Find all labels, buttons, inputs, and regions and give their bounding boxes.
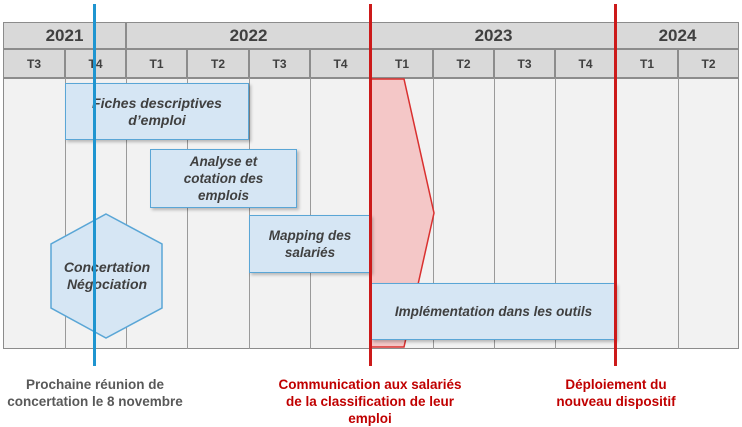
milestone-line-reunion: [93, 4, 96, 366]
caption-communication-text: Communication aux salariés de la classif…: [278, 377, 462, 426]
grid-line: [310, 78, 311, 349]
quarter-cell: T1: [126, 49, 187, 78]
quarter-cell: T2: [433, 49, 494, 78]
task-implementation: Implémentation dans les outils: [371, 283, 616, 340]
grid-line: [65, 78, 66, 349]
quarter-cell: T1: [371, 49, 433, 78]
task-fiches-label: Fiches descriptives d’emploi: [92, 94, 222, 128]
caption-reunion-text: Prochaine réunion de concertation le 8 n…: [7, 377, 183, 409]
grid-line: [678, 78, 679, 349]
concertation-hexagon: [50, 213, 163, 339]
hexagon-shape: [50, 213, 163, 339]
task-analyse-label: Analyse et cotation des emplois: [183, 154, 264, 203]
caption-reunion: Prochaine réunion de concertation le 8 n…: [0, 376, 190, 410]
year-label: 2021: [45, 25, 84, 45]
quarter-label: T2: [210, 56, 225, 71]
quarter-label: T3: [26, 56, 41, 71]
concertation-text: Concertation Négociation: [63, 259, 151, 292]
quarter-label: T2: [456, 56, 471, 71]
quarter-cell: T4: [555, 49, 616, 78]
year-label: 2023: [474, 25, 513, 45]
quarter-label: T4: [333, 56, 348, 71]
quarter-cell: T3: [494, 49, 555, 78]
quarter-label: T1: [149, 56, 164, 71]
caption-communication: Communication aux salariés de la classif…: [272, 376, 468, 427]
task-mapping-label: Mapping des salariés: [268, 228, 352, 260]
concertation-label: Concertation Négociation: [52, 250, 162, 302]
year-2022: 2022: [126, 22, 371, 49]
quarter-label: T2: [701, 56, 716, 71]
quarter-label: T3: [272, 56, 287, 71]
grid-line: [555, 78, 556, 349]
milestone-line-deploiement: [614, 4, 617, 366]
year-label: 2024: [658, 25, 697, 45]
year-2021: 2021: [3, 22, 126, 49]
year-2023: 2023: [371, 22, 616, 49]
grid-line: [187, 78, 188, 349]
quarter-cell: T3: [3, 49, 65, 78]
quarter-cell: T3: [249, 49, 310, 78]
quarter-label: T3: [517, 56, 532, 71]
grid-line: [494, 78, 495, 349]
quarter-label: T1: [639, 56, 654, 71]
quarter-label: T4: [578, 56, 593, 71]
task-implementation-label: Implémentation dans les outils: [394, 304, 593, 319]
grid-line: [249, 78, 250, 349]
quarter-cell: T2: [678, 49, 739, 78]
year-2024: 2024: [616, 22, 739, 49]
grid-line: [126, 78, 127, 349]
task-analyse-cotation: Analyse et cotation des emplois: [150, 149, 297, 208]
caption-deploiement-text: Déploiement du nouveau dispositif: [556, 377, 676, 409]
caption-deploiement: Déploiement du nouveau dispositif: [536, 376, 696, 410]
quarter-label: T1: [394, 56, 409, 71]
quarter-cell: T2: [187, 49, 249, 78]
task-mapping: Mapping des salariés: [249, 215, 371, 273]
quarter-cell: T4: [310, 49, 371, 78]
milestone-line-communication: [369, 4, 372, 366]
year-label: 2022: [229, 25, 268, 45]
quarter-cell: T1: [616, 49, 678, 78]
